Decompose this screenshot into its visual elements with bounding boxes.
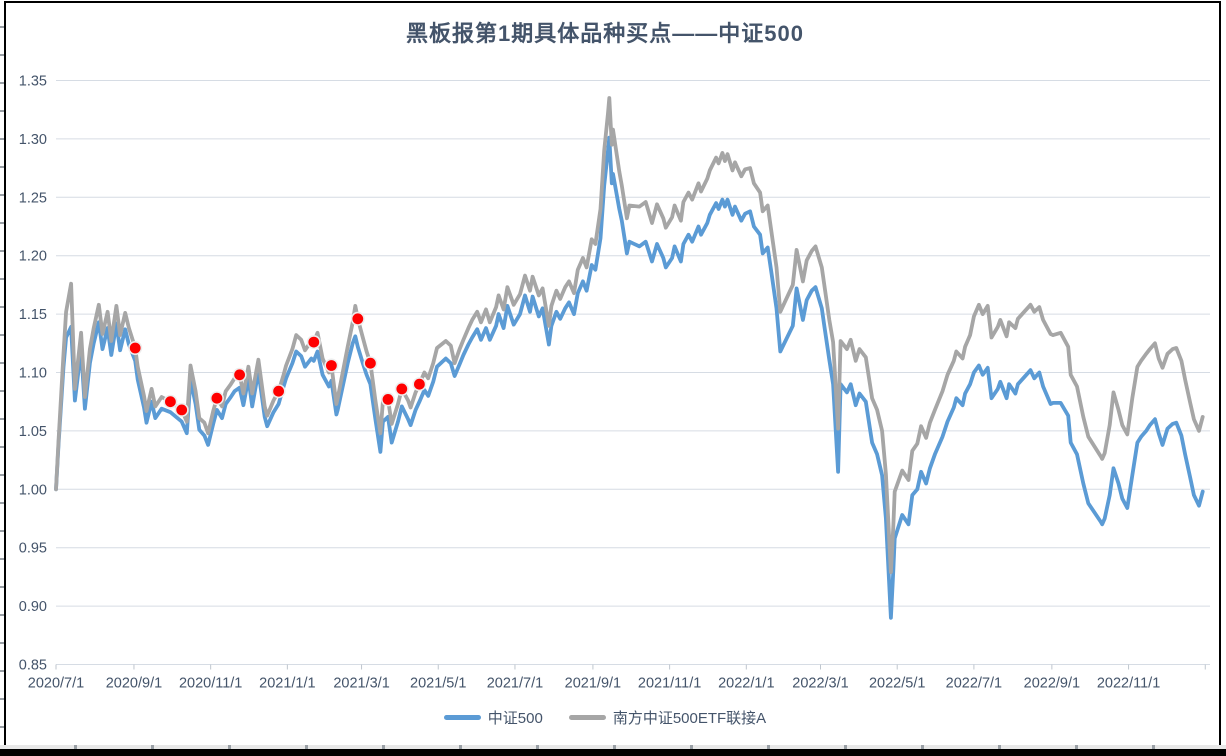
legend-item-1: 南方中证500ETF联接A (568, 707, 767, 728)
buy-point-marker (324, 358, 339, 373)
legend-label: 南方中证500ETF联接A (612, 710, 767, 727)
x-axis-tick-label: 2021/5/1 (410, 676, 466, 692)
worksheet-column-gridlines (0, 745, 1226, 749)
y-axis-tick-label: 0.85 (19, 658, 47, 674)
x-axis-tick-label: 2020/11/1 (179, 676, 242, 692)
series-line-etf-feeder (54, 96, 1205, 575)
buy-point-marker (128, 340, 143, 355)
legend-label: 中证500 (487, 710, 543, 727)
x-axis-tick-label: 2021/3/1 (333, 676, 389, 692)
buy-point-marker (174, 402, 189, 417)
legend-line-swatch (568, 715, 606, 720)
legend-item-0: 中证500 (443, 707, 543, 728)
y-axis-tick-label: 1.00 (19, 482, 47, 498)
x-axis-tick-label: 2021/11/1 (638, 676, 701, 692)
x-axis-tick-label: 2022/3/1 (792, 676, 848, 692)
buy-point-marker (350, 311, 365, 326)
y-axis-tick-label: 1.25 (19, 190, 47, 206)
y-axis-tick-label: 1.30 (19, 132, 47, 148)
x-axis-tick-label: 2020/9/1 (106, 676, 162, 692)
x-axis-tick-label: 2022/11/1 (1097, 676, 1160, 692)
y-axis-tick-label: 1.10 (19, 366, 47, 382)
x-axis-tick-label: 2021/1/1 (259, 676, 315, 692)
y-axis-tick-label: 0.90 (19, 599, 47, 615)
x-axis-tick-label: 2022/1/1 (718, 676, 774, 692)
x-axis-tick-label: 2022/7/1 (946, 676, 1002, 692)
y-axis-tick-label: 1.35 (19, 74, 47, 90)
chart-legend: 中证500 南方中证500ETF联接A (0, 707, 1210, 728)
bottom-black-bar (0, 749, 1226, 756)
buy-point-marker (163, 394, 178, 409)
y-axis-tick-label: 1.15 (19, 307, 47, 323)
x-axis-tick-label: 2021/7/1 (487, 676, 543, 692)
y-axis-tick-label: 1.05 (19, 424, 47, 440)
buy-point-marker (271, 384, 286, 399)
buy-point-marker (412, 377, 427, 392)
x-axis-tick-label: 2022/5/1 (869, 676, 925, 692)
legend-line-swatch (443, 715, 481, 720)
buy-point-marker (209, 391, 224, 406)
buy-point-marker (306, 335, 321, 350)
x-axis-tick-label: 2022/9/1 (1024, 676, 1080, 692)
x-axis-tick-label: 2020/7/1 (28, 676, 84, 692)
worksheet-row-gridlines (0, 0, 4, 749)
buy-point-marker (380, 392, 395, 407)
buy-point-marker (363, 356, 378, 371)
y-axis-tick-label: 0.95 (19, 541, 47, 557)
x-axis-tick-label: 2021/9/1 (565, 676, 621, 692)
chart-title: 黑板报第1期具体品种买点——中证500 (406, 21, 804, 46)
buy-point-marker (232, 367, 247, 382)
buy-point-marker (394, 381, 409, 396)
y-axis-tick-label: 1.20 (19, 249, 47, 265)
